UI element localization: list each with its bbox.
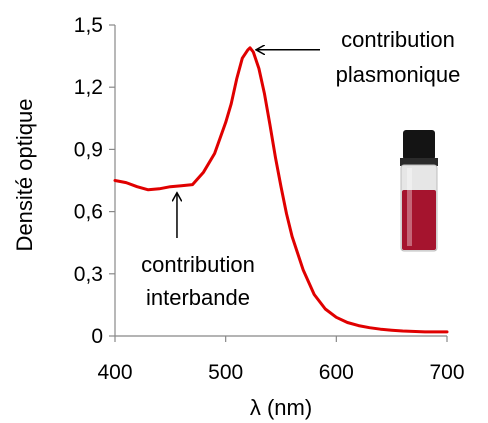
series-line-0: [113, 46, 449, 334]
x-tick-label: 700: [429, 361, 464, 384]
vial-liquid: [402, 190, 436, 250]
y-tick-label: 0,3: [74, 263, 103, 286]
annotation-interbande-line1: contribution: [141, 252, 255, 277]
annotation-plasmonique-line1: contribution: [341, 27, 455, 52]
vial-photo-inset: [400, 130, 438, 252]
y-tick-label: 0,9: [74, 138, 103, 161]
annotations: contribution plasmonique contribution inter…: [141, 27, 460, 310]
y-tick-label: 1,5: [74, 14, 103, 37]
x-tick-label: 600: [319, 361, 354, 384]
vial-highlight: [407, 168, 412, 246]
y-ticks: 0 0,3 0,6 0,9 1,2 1,5: [74, 14, 115, 348]
annotation-interbande-line2: interbande: [146, 285, 250, 310]
series-group: [113, 46, 449, 334]
x-axis-label: λ (nm): [250, 395, 312, 420]
x-tick-label: 400: [97, 361, 132, 384]
vial-neck: [400, 158, 438, 166]
annotation-plasmonique-line2: plasmonique: [336, 62, 461, 87]
y-tick-label: 1,2: [74, 76, 103, 99]
x-ticks: 400 500 600 700: [97, 336, 465, 384]
x-tick-label: 500: [208, 361, 243, 384]
vial-cap: [403, 130, 435, 160]
y-tick-label: 0,6: [74, 201, 103, 224]
y-tick-label: 0: [91, 325, 103, 348]
y-axis-label: Densité optique: [12, 99, 37, 252]
